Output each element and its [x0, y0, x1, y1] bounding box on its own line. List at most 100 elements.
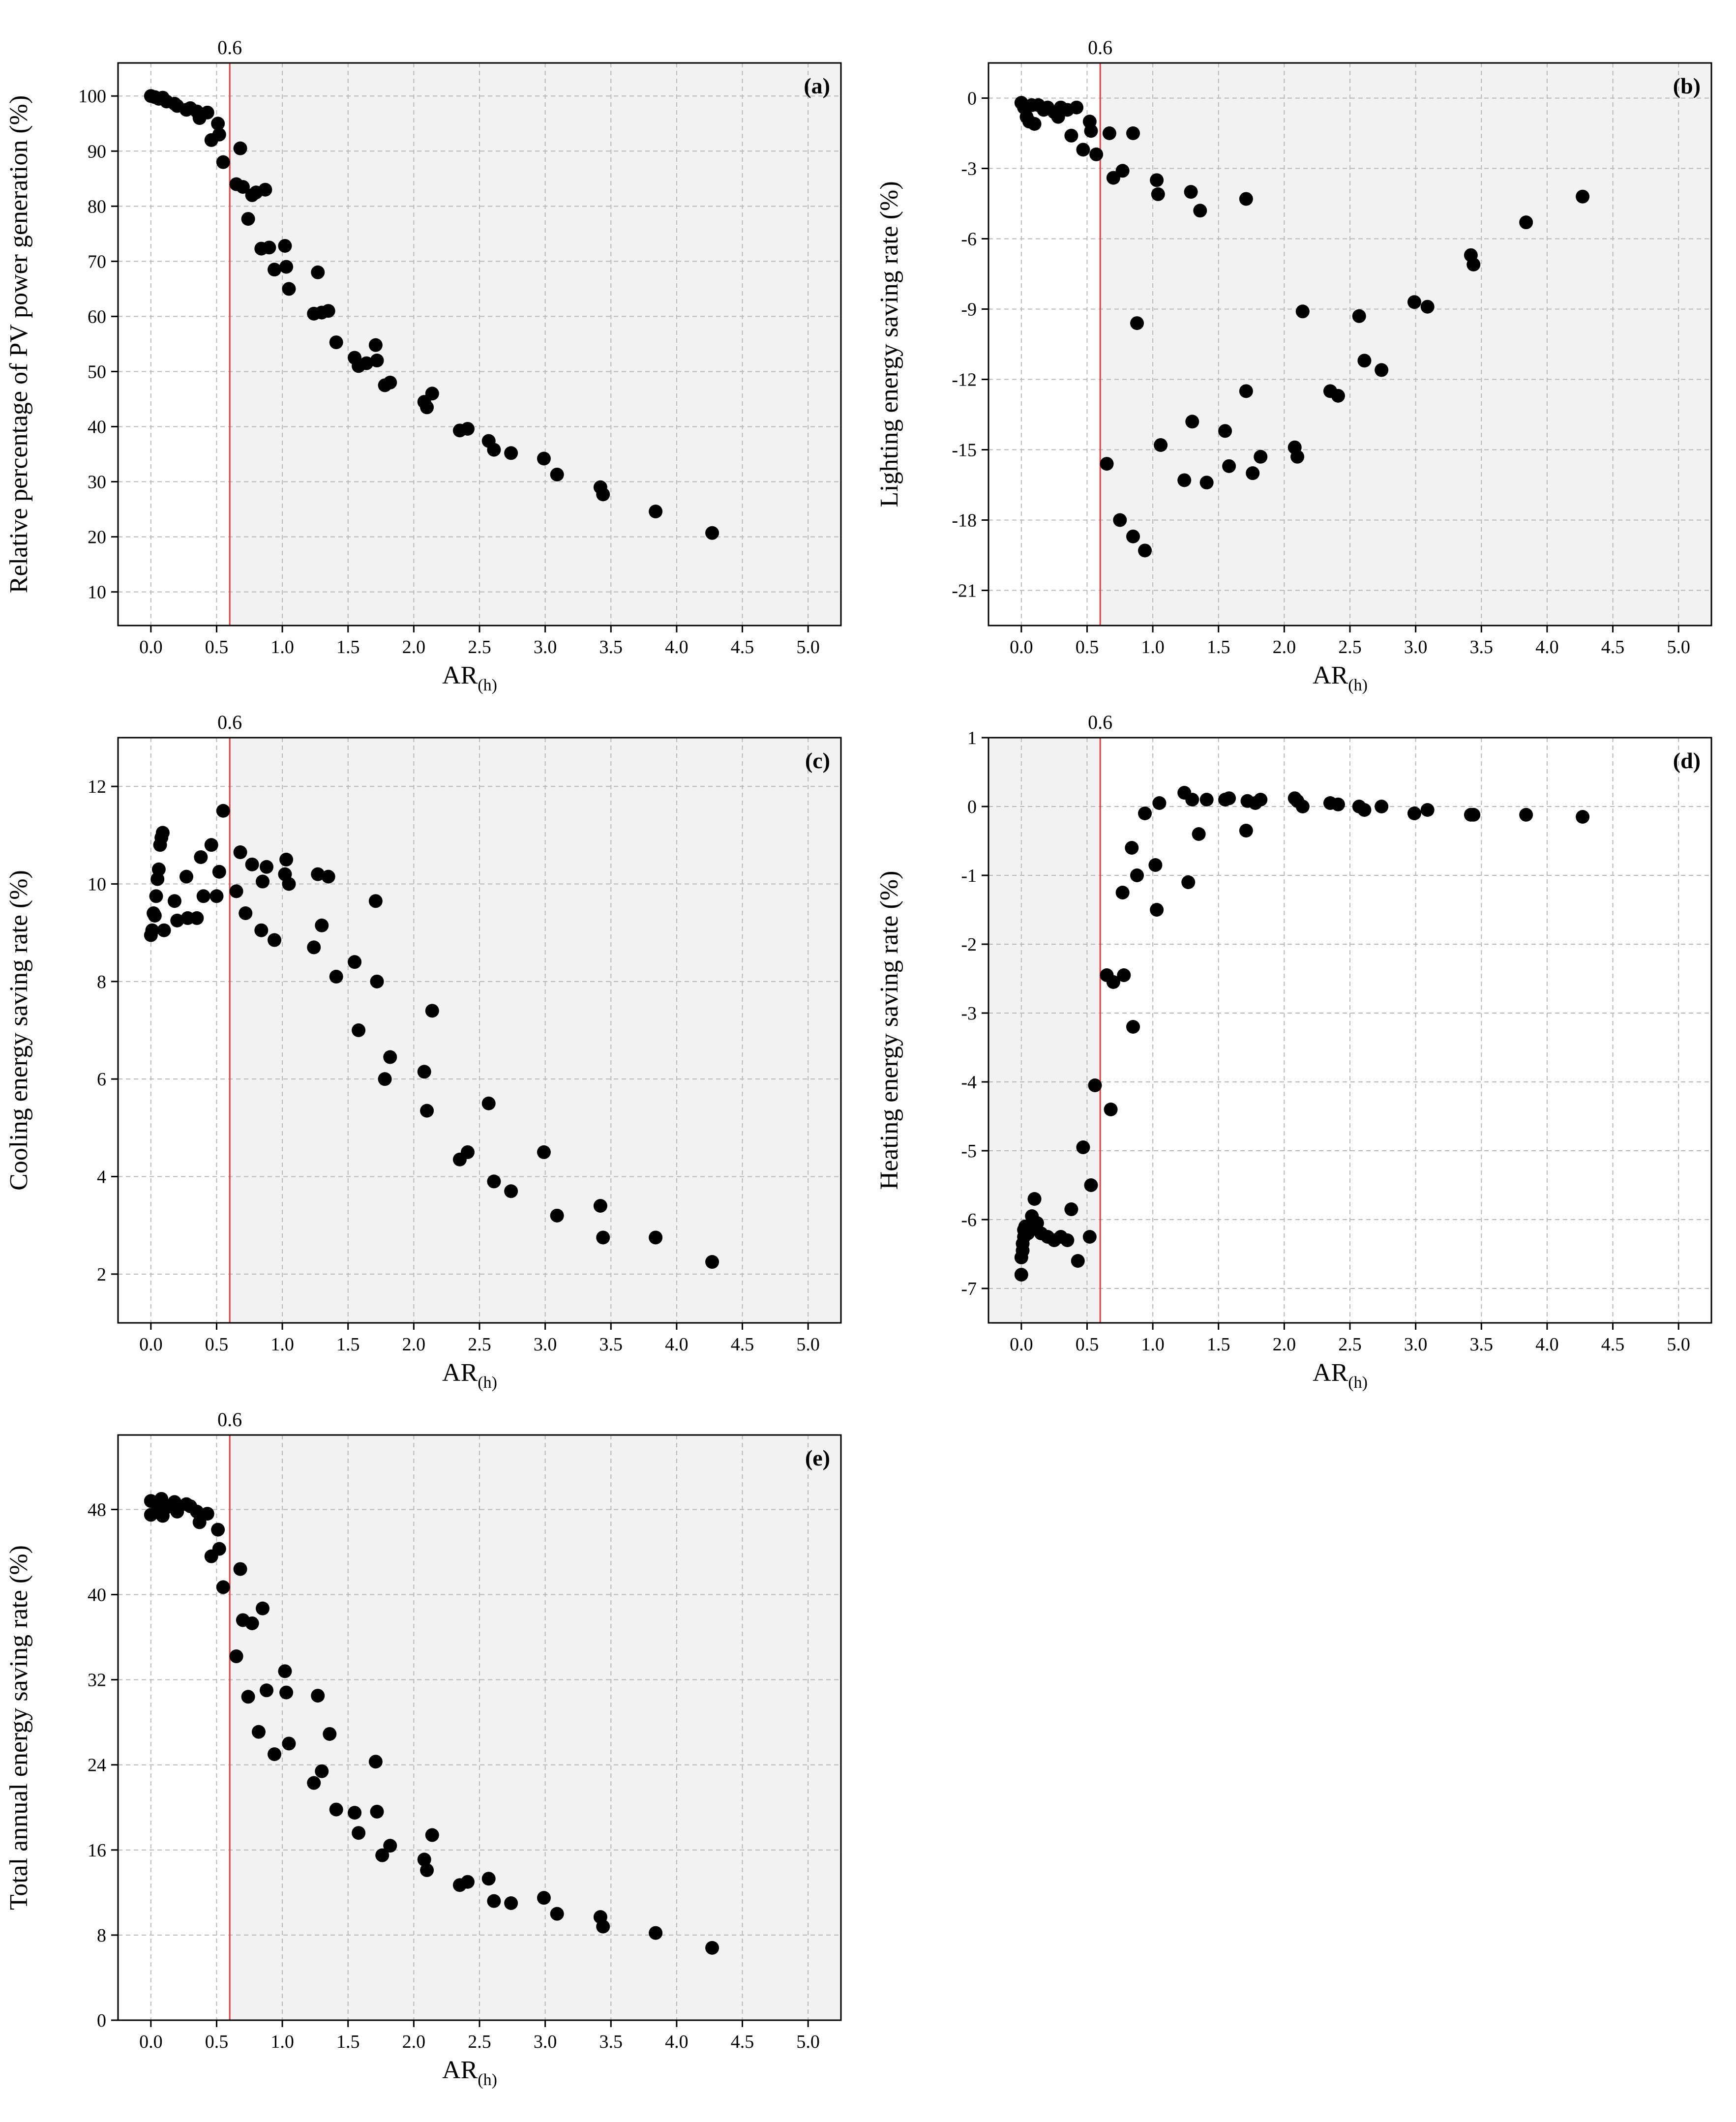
- x-tick-label: 4.0: [665, 1334, 688, 1355]
- y-tick-label: 60: [88, 306, 106, 327]
- y-tick-label: -12: [952, 370, 977, 390]
- x-tick-label: 0.0: [1010, 1334, 1033, 1355]
- y-tick-label: 8: [97, 1925, 106, 1946]
- x-tick-label: 4.5: [731, 637, 754, 658]
- data-point: [1104, 1103, 1118, 1116]
- x-tick-label: 2.5: [1338, 637, 1362, 658]
- data-point: [425, 1004, 439, 1018]
- data-point: [1084, 1178, 1098, 1192]
- data-point: [1239, 384, 1253, 398]
- data-point: [1125, 841, 1139, 855]
- y-tick-label: 0: [967, 797, 977, 817]
- data-point: [1064, 1202, 1078, 1216]
- data-point: [145, 923, 159, 937]
- x-tick-label: 1.5: [336, 2032, 360, 2052]
- data-point: [1295, 304, 1310, 319]
- y-axis-title: Cooling energy saving rate (%): [5, 870, 33, 1191]
- data-point: [550, 467, 564, 481]
- x-tick-label: 1.0: [1141, 637, 1165, 658]
- y-tick-label: -9: [961, 299, 977, 320]
- y-tick-label: -3: [961, 159, 977, 179]
- data-point: [1100, 457, 1114, 471]
- x-tick-label: 4.0: [1535, 637, 1559, 658]
- data-point: [1467, 807, 1481, 822]
- data-point: [236, 180, 250, 194]
- data-point: [229, 1649, 243, 1664]
- data-point: [460, 1875, 475, 1889]
- x-tick-label: 0.0: [139, 2032, 163, 2052]
- panel-e: 0.6 0.0 0.5 1.0 1.5 2.0 2.5 3.0 3.5 4.0 4.5 5.0 0 8 16…: [5, 1408, 842, 2089]
- panel-label: (a): [804, 73, 830, 98]
- y-tick-label: 2: [97, 1264, 106, 1285]
- reference-label: 0.6: [217, 1408, 242, 1431]
- data-point: [279, 260, 294, 274]
- data-point: [1177, 473, 1192, 487]
- data-point: [1185, 415, 1199, 429]
- y-tick-label: -3: [961, 1003, 977, 1024]
- data-point: [425, 387, 439, 401]
- panel-b: 0.6 0.0 0.5 1.0 1.5 2.0 2.5 3.0 3.5 4.0 4.5 5.0 0 -3 -…: [875, 36, 1712, 694]
- data-point: [417, 1853, 431, 1867]
- shaded-region: [230, 1435, 841, 2020]
- data-point: [311, 1689, 325, 1703]
- data-point: [1357, 803, 1372, 817]
- data-point: [596, 1919, 610, 1934]
- x-tick-label: 2.5: [468, 1334, 491, 1355]
- data-point: [329, 1802, 343, 1817]
- shaded-region: [1100, 63, 1711, 626]
- y-tick-label: 40: [88, 1585, 106, 1606]
- x-tick-label: 5.0: [1667, 1334, 1690, 1355]
- x-tick-label: 3.5: [1470, 637, 1494, 658]
- y-tick-label: -4: [961, 1072, 977, 1093]
- x-tick-label: 5.0: [796, 1334, 820, 1355]
- data-point: [550, 1208, 564, 1223]
- data-point: [311, 867, 325, 881]
- data-point: [425, 1828, 439, 1842]
- data-point: [420, 400, 434, 415]
- data-point: [487, 1894, 501, 1908]
- data-point: [352, 1023, 366, 1037]
- data-point: [460, 421, 475, 436]
- data-point: [1088, 1078, 1102, 1092]
- x-tick-label: 0.0: [139, 637, 163, 658]
- data-point: [649, 1926, 663, 1940]
- data-point: [1467, 257, 1481, 271]
- data-point: [481, 1872, 496, 1886]
- data-point: [1138, 543, 1152, 558]
- data-point: [370, 1804, 384, 1819]
- x-tick-label: 5.0: [796, 2032, 820, 2052]
- data-point: [157, 923, 171, 937]
- data-point: [282, 877, 296, 891]
- y-tick-label: 40: [88, 417, 106, 438]
- data-point: [278, 239, 292, 253]
- data-point: [307, 1776, 321, 1790]
- x-axis-title: AR(h): [1313, 1359, 1368, 1392]
- reference-label: 0.6: [1088, 711, 1112, 733]
- data-point: [370, 354, 384, 368]
- x-axis-title-subscript: (h): [478, 676, 497, 694]
- data-point: [200, 1507, 214, 1521]
- y-tick-label: -5: [961, 1141, 977, 1162]
- data-point: [1014, 1268, 1028, 1282]
- data-point: [241, 212, 255, 226]
- data-point: [194, 850, 208, 864]
- y-axis-title: Heating energy saving rate (%): [875, 871, 903, 1190]
- data-point: [216, 804, 230, 818]
- x-tick-label: 5.0: [796, 637, 820, 658]
- y-tick-label: 20: [88, 527, 106, 548]
- data-point: [1246, 466, 1260, 480]
- data-point: [1084, 124, 1098, 138]
- data-point: [1254, 449, 1268, 464]
- data-point: [1030, 1216, 1044, 1230]
- data-point: [1152, 796, 1167, 810]
- data-point: [233, 845, 247, 860]
- data-point: [1117, 968, 1131, 982]
- y-tick-label: 100: [78, 86, 106, 107]
- data-point: [359, 356, 374, 370]
- data-point: [155, 826, 170, 840]
- x-axis-title-main: AR: [442, 661, 478, 689]
- panel-c: 0.6 0.0 0.5 1.0 1.5 2.0 2.5 3.0 3.5 4.0 4.5 5.0 2 4 6 8…: [5, 711, 842, 1392]
- y-tick-label: -1: [961, 866, 977, 886]
- x-axis-title-main: AR: [1313, 1359, 1348, 1387]
- data-point: [329, 969, 343, 984]
